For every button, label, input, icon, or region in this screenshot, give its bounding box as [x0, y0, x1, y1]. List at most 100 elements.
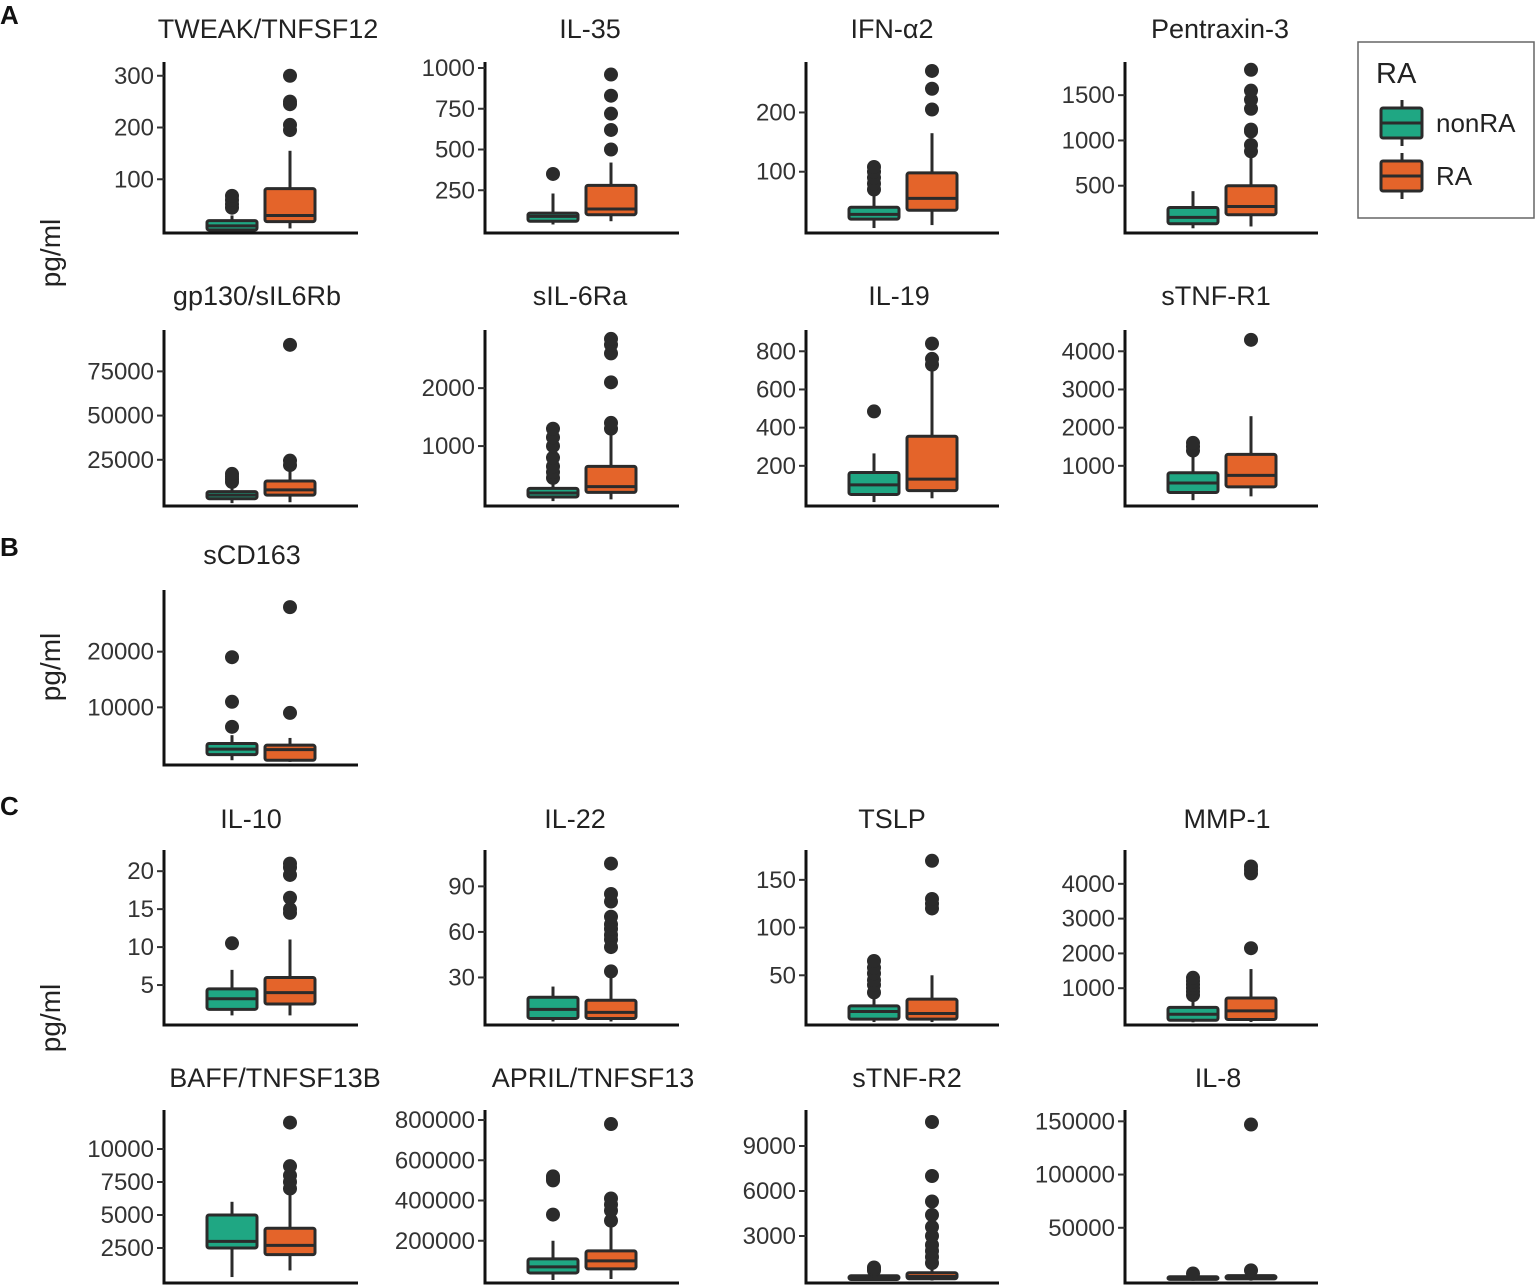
box-nonRA: [205, 466, 259, 504]
outlier-point: [867, 159, 881, 174]
box-iqr: [1224, 996, 1278, 1022]
y-tick-label: 2000: [1062, 940, 1115, 967]
box-iqr: [1224, 452, 1278, 489]
y-tick-label: 30: [448, 964, 475, 991]
y-tick-label: 4000: [1062, 871, 1115, 898]
outlier-point: [546, 421, 560, 436]
box-nonRA: [1166, 435, 1220, 501]
legend-label: nonRA: [1436, 108, 1516, 138]
box-iqr: [1224, 184, 1278, 217]
boxplot-3: IFN-α2 100 200: [756, 14, 999, 235]
outlier-point: [1244, 83, 1258, 98]
box-iqr: [263, 975, 317, 1006]
panel-labels: A B C: [0, 0, 19, 821]
outlier-point: [604, 1213, 618, 1228]
outlier-point: [225, 188, 239, 203]
box-nonRA: [526, 166, 580, 225]
y-tick-label: 4000: [1062, 338, 1115, 365]
outlier-point: [283, 453, 297, 468]
outlier-point: [1244, 1263, 1258, 1278]
panel-label-C: C: [0, 791, 19, 821]
outlier-point: [604, 142, 618, 157]
y-tick-label: 2000: [422, 375, 475, 402]
box-iqr: [263, 743, 317, 762]
plot-title: IL-10: [220, 804, 282, 834]
boxplot-11: IL-22 30 60 90: [448, 804, 679, 1027]
y-tick-label: 1000: [1062, 975, 1115, 1002]
outlier-point: [225, 650, 239, 665]
panel-label-B: B: [0, 532, 19, 562]
outlier-point: [283, 94, 297, 109]
outlier-point: [604, 375, 618, 390]
y-tick-label: 300: [114, 63, 154, 90]
y-tick-label: 250: [435, 177, 475, 204]
box-iqr: [584, 183, 638, 217]
outlier-point: [283, 856, 297, 871]
y-tick-label: 2000: [1062, 415, 1115, 442]
y-tick-label: 200: [756, 99, 796, 126]
y-tick-label: 750: [435, 96, 475, 123]
outlier-point: [1186, 435, 1200, 450]
y-tick-label: 2500: [101, 1235, 154, 1262]
outlier-point: [925, 1194, 939, 1209]
outlier-point: [546, 450, 560, 465]
y-tick-label: 800000: [395, 1107, 475, 1134]
box-nonRA: [847, 404, 901, 503]
y-tick-label: 90: [448, 873, 475, 900]
y-tick-label: 100: [756, 915, 796, 942]
box-nonRA: [526, 421, 580, 502]
outlier-point: [283, 890, 297, 905]
outlier-point: [604, 106, 618, 121]
outlier-point: [867, 953, 881, 968]
y-tick-label: 600: [756, 376, 796, 403]
box-iqr: [1166, 205, 1220, 226]
y-tick-label: 600000: [395, 1147, 475, 1174]
y-tick-label: 1500: [1062, 82, 1115, 109]
outlier-point: [283, 68, 297, 83]
outlier-point: [1244, 859, 1258, 874]
y-axis-labels: pg/ml pg/ml pg/ml: [35, 219, 66, 1052]
y-tick-label: 10000: [87, 694, 154, 721]
box-nonRA: [847, 953, 901, 1023]
box-nonRA: [526, 1169, 580, 1280]
outlier-point: [867, 404, 881, 419]
box-RA: [1224, 62, 1278, 227]
outlier-point: [225, 936, 239, 951]
box-iqr: [263, 479, 317, 497]
y-tick-label: 3000: [1062, 376, 1115, 403]
plot-title: IL-19: [868, 281, 930, 311]
plot-title: sCD163: [203, 540, 301, 570]
box-nonRA: [205, 1201, 259, 1278]
y-tick-label: 1000: [1062, 453, 1115, 480]
plot-title: sIL-6Ra: [533, 281, 629, 311]
y-tick-label: 1000: [422, 433, 475, 460]
boxplot-7: IL-19 200 400 600 800: [756, 281, 999, 508]
box-RA: [584, 1117, 638, 1279]
y-tick-label: 1000: [422, 55, 475, 82]
outlier-point: [604, 1191, 618, 1206]
outlier-point: [604, 964, 618, 979]
y-tick-label: 60: [448, 919, 475, 946]
plot-title: sTNF-R1: [1161, 281, 1271, 311]
box-iqr: [263, 1226, 317, 1257]
outlier-point: [1186, 970, 1200, 985]
outlier-point: [604, 88, 618, 103]
box-RA: [905, 853, 959, 1023]
boxplot-10: IL-10 5 10 15 20: [127, 804, 358, 1027]
boxplot-13: MMP-1 1000 2000 3000 4000: [1062, 804, 1318, 1027]
boxplot-9: sCD163 10000 20000: [87, 540, 358, 767]
box-iqr: [584, 464, 638, 494]
legend-title: RA: [1376, 58, 1417, 90]
boxplot-8: sTNF-R1 1000 2000 3000 4000: [1062, 281, 1318, 508]
box-nonRA: [205, 936, 259, 1016]
outlier-point: [283, 705, 297, 720]
boxplot-17: IL-8 50000 100000 150000: [1035, 1063, 1318, 1285]
plot-title: BAFF/TNFSF13B: [169, 1063, 381, 1093]
outlier-point: [225, 694, 239, 709]
outlier-point: [546, 1169, 560, 1184]
outlier-point: [1244, 62, 1258, 77]
y-tick-label: 500: [435, 137, 475, 164]
box-RA: [905, 336, 959, 499]
legend: RA nonRA RA: [1357, 41, 1535, 219]
